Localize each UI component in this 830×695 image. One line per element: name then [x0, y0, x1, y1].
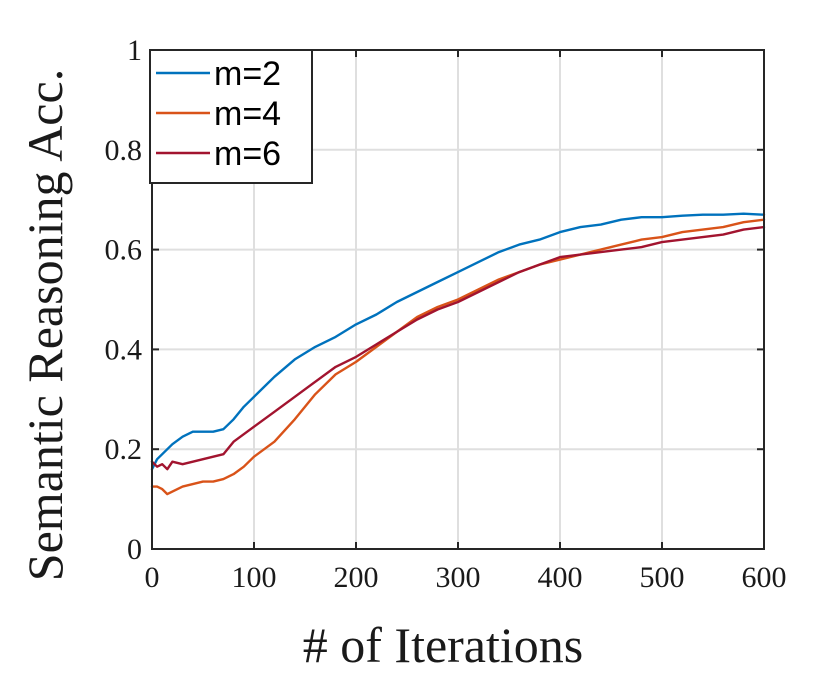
- legend-label: m=4: [214, 95, 281, 133]
- series-lines: [150, 212, 766, 496]
- x-tick-label: 200: [334, 561, 379, 594]
- x-axis-label: # of Iterations: [303, 617, 583, 673]
- y-tick-label: 0.2: [105, 433, 143, 466]
- legend-label: m=6: [214, 135, 281, 173]
- x-tick-label: 600: [742, 561, 787, 594]
- y-tick-label: 0.6: [105, 234, 143, 267]
- x-tick-label: 400: [538, 561, 583, 594]
- x-tick-label: 100: [232, 561, 277, 594]
- y-tick-label: 0.4: [105, 333, 143, 366]
- y-axis-label: Semantic Reasoning Acc.: [17, 69, 73, 581]
- tick-labels: 0 100 200 300 400 500 600 0 0.2 0.4 0.6 0.8 1: [105, 34, 787, 594]
- x-tick-label: 300: [436, 561, 481, 594]
- legend-label: m=2: [214, 55, 281, 93]
- y-tick-label: 1: [127, 34, 142, 67]
- legend: m=2m=4m=6: [149, 49, 313, 184]
- x-tick-label: 0: [145, 561, 160, 594]
- series-line-m-6: [150, 225, 766, 471]
- series-line-m-2: [150, 212, 766, 471]
- x-tick-label: 500: [640, 561, 685, 594]
- y-tick-label: 0.8: [105, 134, 143, 167]
- y-tick-label: 0: [127, 533, 142, 566]
